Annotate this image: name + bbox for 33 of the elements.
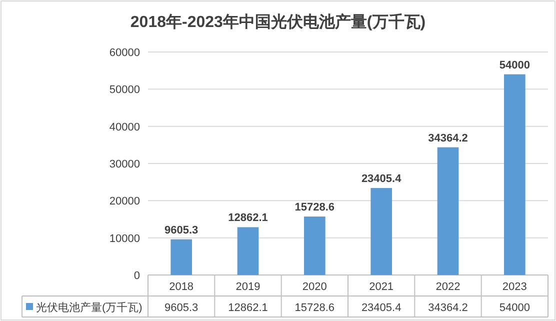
x-tick-label: 2018 bbox=[169, 281, 194, 293]
text: 54000 bbox=[499, 302, 530, 314]
data-label: 9605.3 bbox=[164, 224, 198, 236]
data-label: 23405.4 bbox=[361, 173, 402, 186]
bar bbox=[304, 216, 326, 275]
x-tick-label: 2021 bbox=[369, 281, 394, 293]
x-tick-label: 2022 bbox=[436, 281, 460, 293]
bar bbox=[504, 74, 526, 275]
bar bbox=[237, 227, 259, 275]
y-tick-label: 0 bbox=[134, 270, 140, 282]
y-tick-label: 10000 bbox=[109, 232, 140, 245]
x-tick-label: 2020 bbox=[302, 281, 327, 293]
data-label: 12862.1 bbox=[228, 212, 268, 224]
y-tick-label: 40000 bbox=[109, 121, 140, 134]
y-tick-label: 20000 bbox=[109, 196, 140, 208]
bar bbox=[170, 239, 192, 275]
data-label: 15728.6 bbox=[294, 202, 335, 214]
chart-title: 2018年-2023年中国光伏电池产量(万千瓦) bbox=[130, 13, 426, 31]
y-tick-label: 30000 bbox=[109, 158, 140, 170]
text: 34364.2 bbox=[428, 302, 468, 314]
y-tick-label: 60000 bbox=[109, 47, 140, 59]
x-tick-label: 2023 bbox=[502, 281, 527, 293]
bar bbox=[370, 188, 392, 275]
text: 12862.1 bbox=[228, 302, 268, 314]
data-label: 34364.2 bbox=[428, 132, 468, 144]
data-label: 54000 bbox=[499, 59, 530, 72]
text: 9605.3 bbox=[164, 302, 198, 314]
legend-label: 光伏电池产量(万千瓦) bbox=[36, 301, 142, 314]
text: 15728.6 bbox=[294, 302, 335, 314]
x-tick-label: 2019 bbox=[236, 281, 260, 293]
text: 23405.4 bbox=[361, 302, 402, 314]
bar bbox=[437, 147, 459, 275]
y-tick-label: 50000 bbox=[109, 84, 140, 96]
